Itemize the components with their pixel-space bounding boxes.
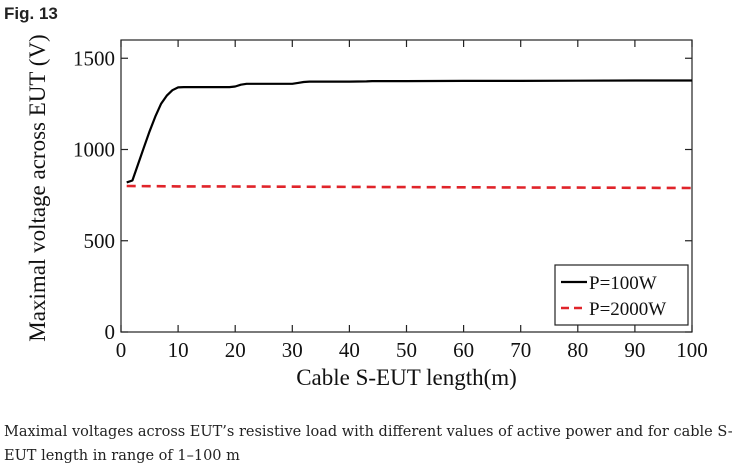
legend-label-1: P=100W xyxy=(589,273,657,294)
y-tick-label: 500 xyxy=(84,229,116,253)
x-tick-label: 100 xyxy=(676,338,708,362)
y-tick-label: 1000 xyxy=(73,138,115,162)
x-tick-label: 0 xyxy=(116,338,127,362)
x-tick-label: 30 xyxy=(282,338,303,362)
figure-label: Fig. 13 xyxy=(4,4,58,23)
x-axis-title: Cable S-EUT length(m) xyxy=(296,365,517,390)
legend: P=100W P=2000W xyxy=(554,264,689,326)
x-tick-label: 80 xyxy=(567,338,588,362)
y-axis: 0 500 1000 1500 xyxy=(73,46,692,344)
x-tick-label: 50 xyxy=(396,338,417,362)
series-line-2 xyxy=(126,184,693,190)
y-tick-label: 1500 xyxy=(73,46,115,70)
x-tick-label: 90 xyxy=(624,338,645,362)
legend-box xyxy=(554,264,689,326)
y-tick-label: 0 xyxy=(105,320,116,344)
x-axis: 0 10 20 30 40 50 60 70 80 90 100 xyxy=(116,40,708,362)
x-tick-label: 10 xyxy=(168,338,189,362)
x-tick-label: 70 xyxy=(510,338,531,362)
legend-label-2: P=2000W xyxy=(589,299,666,320)
series-layer xyxy=(126,79,693,190)
series-line-1 xyxy=(126,79,692,184)
y-axis-title: Maximal voltage across EUT (V) xyxy=(25,34,50,341)
x-tick-label: 20 xyxy=(225,338,246,362)
x-tick-label: 40 xyxy=(339,338,360,362)
line-chart: 0 500 1000 1500 0 10 20 30 40 50 60 70 80 90 100 P=10… xyxy=(25,34,708,390)
x-tick-label: 60 xyxy=(453,338,474,362)
figure-caption: Maximal voltages across EUT’s resistive … xyxy=(4,424,733,464)
